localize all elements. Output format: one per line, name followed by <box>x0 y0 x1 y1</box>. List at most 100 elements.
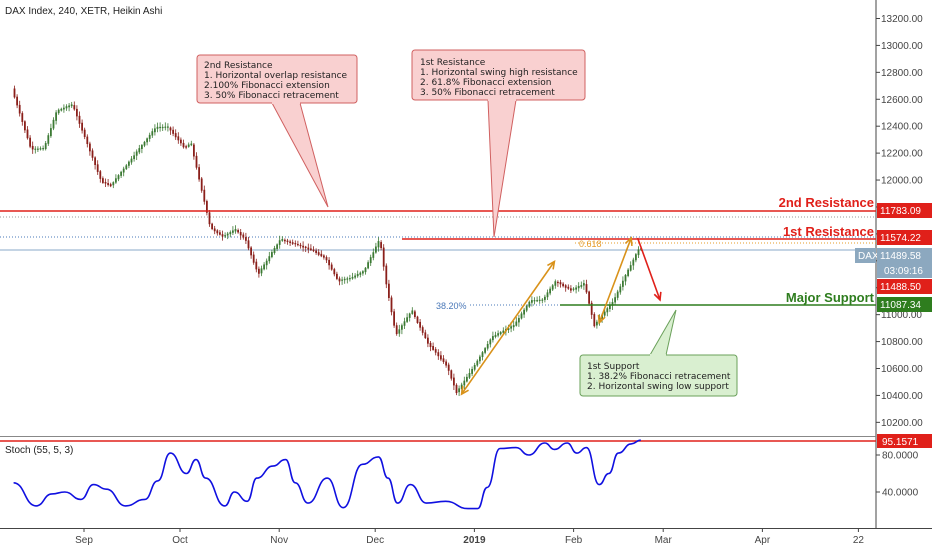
stoch-tick-label: 80.0000 <box>882 451 919 462</box>
candle-body <box>315 250 317 253</box>
candle-body <box>297 243 299 246</box>
candle-body <box>351 276 354 279</box>
candle-body <box>120 171 122 176</box>
first-support-note[interactable]: 1st Support 1. 38.2% Fibonacci retraceme… <box>579 309 738 397</box>
first-resistance-label: 1st Resistance <box>783 224 874 239</box>
candle-body <box>26 129 29 139</box>
candle-body <box>481 352 484 358</box>
candle-body <box>159 126 161 129</box>
candle-body <box>245 237 247 241</box>
candle-body <box>250 247 252 256</box>
candle-body <box>13 88 16 98</box>
candle-body <box>492 336 494 341</box>
candle-body <box>34 148 37 150</box>
candle-body <box>211 223 213 230</box>
candle-body <box>213 228 216 232</box>
candle-body <box>21 113 24 122</box>
candle-body <box>200 178 203 191</box>
candle-body <box>50 128 52 137</box>
candle-body <box>325 257 328 261</box>
candle-body <box>346 278 349 280</box>
candle-body <box>317 252 320 255</box>
candle-body <box>208 212 211 225</box>
candle-body <box>637 249 640 256</box>
candle-body <box>614 297 616 303</box>
candle-body <box>377 241 380 248</box>
candle-body <box>198 167 200 180</box>
candle-body <box>455 384 458 394</box>
candle-body <box>338 278 341 282</box>
candle-body <box>122 168 125 173</box>
candle-body <box>203 189 206 202</box>
candle-body <box>99 171 102 179</box>
candle-body <box>380 242 382 249</box>
candle-body <box>616 291 619 298</box>
candle-body <box>115 178 117 183</box>
candle-body <box>31 145 34 150</box>
candle-body <box>60 108 63 111</box>
candle-body <box>596 321 598 326</box>
candle-body <box>403 321 406 326</box>
candle-body <box>494 334 497 337</box>
time-tick-label: Feb <box>565 535 583 546</box>
second-resistance-label: 2nd Resistance <box>779 195 874 210</box>
candle-body <box>195 155 198 168</box>
candle-body <box>460 384 463 390</box>
candle-body <box>89 143 91 152</box>
candle-body <box>304 246 307 249</box>
candle-body <box>473 365 476 370</box>
candle-body <box>76 108 78 117</box>
candle-body <box>37 148 39 150</box>
candle-body <box>538 299 541 301</box>
candle-body <box>476 360 479 366</box>
candle-body <box>180 139 182 144</box>
candle-body <box>182 142 185 148</box>
candle-body <box>572 288 575 290</box>
first-resistance-note[interactable]: 1st Resistance 1. Horizontal swing high … <box>411 49 586 238</box>
candle-body <box>133 155 135 160</box>
candle-body <box>310 248 312 251</box>
candle-body <box>395 325 398 335</box>
candle-body <box>489 339 492 345</box>
candle-body <box>323 255 325 258</box>
candle-body <box>388 283 390 298</box>
candle-body <box>585 284 588 293</box>
candle-body <box>375 246 377 253</box>
impulse-1-arrowhead <box>547 259 556 270</box>
time-tick-label: Dec <box>366 535 384 546</box>
price-tick-label: 12200.00 <box>881 149 923 160</box>
candle-body <box>336 273 338 279</box>
candle-body <box>294 243 297 245</box>
candle-body <box>221 234 224 237</box>
price-tick-label: 11000.00 <box>881 310 922 321</box>
candle-body <box>78 115 81 124</box>
candle-body <box>330 264 333 270</box>
candle-body <box>479 356 481 362</box>
time-axis[interactable]: Sep Oct Nov Dec 2019 Feb Mar Apr 22 <box>75 528 864 546</box>
candle-body <box>154 128 156 133</box>
second-resistance-note[interactable]: 2nd Resistance 1. Horizontal overlap res… <box>196 54 358 208</box>
candle-body <box>96 164 99 172</box>
candle-body <box>343 278 346 281</box>
bar-countdown: 03:09:16 <box>884 266 923 277</box>
candle-body <box>590 302 593 315</box>
countdown-tag: 03:09:16 <box>877 263 932 278</box>
candle-body <box>385 265 388 285</box>
stoch-title: Stoch (55, 5, 3) <box>5 445 73 456</box>
candle-body <box>156 126 159 129</box>
candle-body <box>564 285 567 288</box>
candle-body <box>546 292 549 298</box>
candle-body <box>531 300 533 303</box>
candle-body <box>107 183 109 185</box>
candle-body <box>434 349 437 353</box>
candle-body <box>408 313 411 318</box>
candle-body <box>286 240 289 242</box>
major-support-label: Major Support <box>786 290 875 305</box>
candle-body <box>278 240 281 245</box>
second-resistance-price: 11783.09 <box>880 206 921 217</box>
first-resistance-price-tag: 11574.22 <box>877 230 932 245</box>
stoch-axis[interactable]: 80.0000 40.0000 <box>876 451 919 499</box>
candle-body <box>320 253 323 257</box>
candle-body <box>271 252 273 258</box>
